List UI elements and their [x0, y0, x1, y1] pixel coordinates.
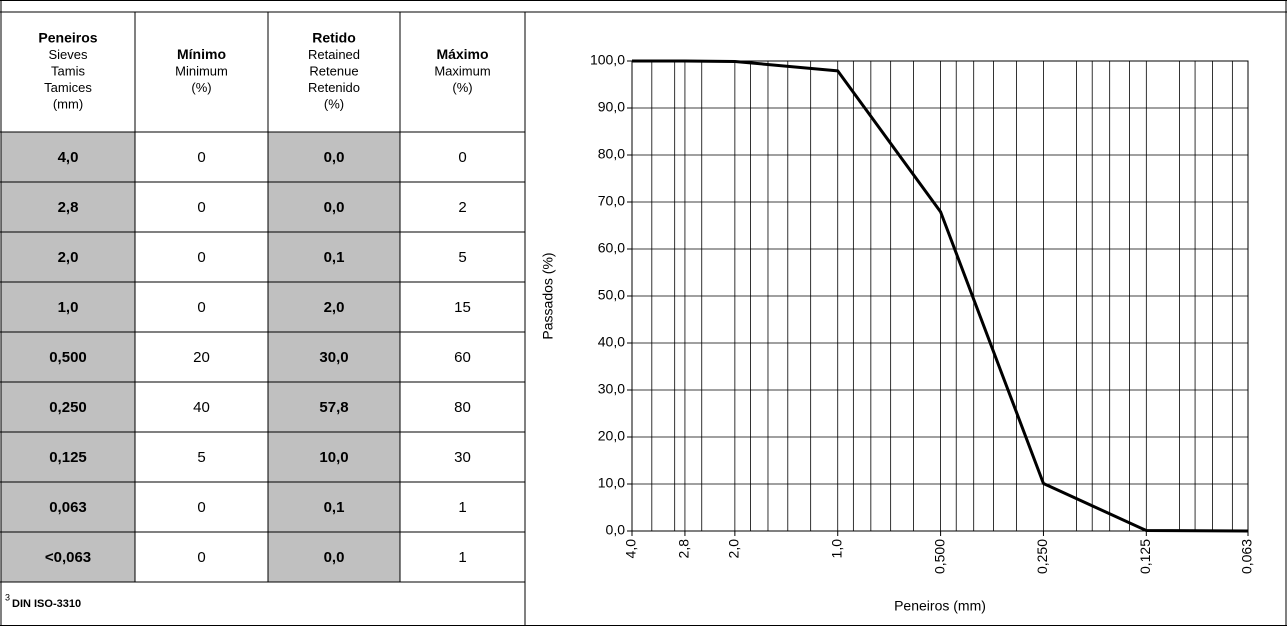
shaded-cell [268, 132, 400, 182]
y-tick-label: 70,0 [598, 193, 625, 209]
cell: <0,063 [45, 549, 91, 566]
header-subtitle: Retenue [309, 63, 358, 78]
shaded-cell [268, 332, 400, 382]
shaded-cell [1, 482, 135, 532]
header-subtitle: Tamices [44, 80, 92, 95]
cell: 0,063 [49, 499, 87, 516]
cell: 30,0 [319, 349, 348, 366]
header-subtitle: (%) [324, 96, 344, 111]
cell: 5 [197, 449, 205, 466]
x-tick-label: 0,500 [931, 539, 947, 574]
cell: 0 [197, 549, 205, 566]
y-tick-label: 50,0 [598, 287, 625, 303]
cell: 0 [197, 149, 205, 166]
cell: 1 [458, 549, 466, 566]
shaded-cell [268, 182, 400, 232]
header-title: Retido [312, 30, 356, 46]
shaded-cell [268, 382, 400, 432]
x-tick-label: 2,0 [726, 539, 742, 559]
x-tick-label: 1,0 [828, 539, 844, 559]
cell: 15 [454, 299, 471, 316]
y-tick-label: 80,0 [598, 146, 625, 162]
y-tick-label: 100,0 [590, 52, 625, 68]
cell: 30 [454, 449, 471, 466]
header-title: Peneiros [38, 30, 97, 46]
footnote-mark: 3 [5, 592, 10, 602]
cell: 40 [193, 399, 210, 416]
y-tick-label: 30,0 [598, 381, 625, 397]
shaded-cell [1, 282, 135, 332]
cell: 0,250 [49, 399, 87, 416]
shaded-cell [268, 282, 400, 332]
cell: 57,8 [319, 399, 348, 416]
header-title: Máximo [436, 46, 488, 62]
cell: 0,1 [324, 499, 345, 516]
x-tick-label: 4,0 [623, 539, 639, 559]
cell: 1 [458, 499, 466, 516]
shaded-cell [268, 482, 400, 532]
shaded-cell [1, 132, 135, 182]
y-tick-label: 0,0 [606, 522, 626, 538]
cell: 10,0 [319, 449, 348, 466]
cell: 0 [458, 149, 466, 166]
cell: 1,0 [58, 299, 79, 316]
shaded-cell [268, 232, 400, 282]
data-line [632, 59, 1249, 533]
header-title: Mínimo [177, 46, 226, 62]
shaded-cell [1, 232, 135, 282]
x-tick-label: 0,063 [1239, 539, 1255, 574]
shaded-cell [1, 532, 135, 582]
plot-frame [631, 60, 1249, 532]
cell: 5 [458, 249, 466, 266]
cell: 0,0 [324, 149, 345, 166]
y-tick-label: 10,0 [598, 475, 625, 491]
header-subtitle: (%) [191, 80, 211, 95]
cell: 80 [454, 399, 471, 416]
header-subtitle: Minimum [175, 63, 228, 78]
cell: 0 [197, 199, 205, 216]
cell: 0 [197, 299, 205, 316]
header-subtitle: (%) [452, 80, 472, 95]
shaded-cell [268, 532, 400, 582]
x-tick-label: 2,8 [676, 539, 692, 559]
header-subtitle: Maximum [434, 63, 490, 78]
cell: 0,0 [324, 199, 345, 216]
header-subtitle: Tamis [51, 63, 85, 78]
y-tick-label: 40,0 [598, 334, 625, 350]
shaded-cell [1, 182, 135, 232]
cell: 2,0 [324, 299, 345, 316]
y-tick-label: 20,0 [598, 428, 625, 444]
header-subtitle: Retenido [308, 80, 360, 95]
x-tick-label: 0,125 [1137, 539, 1153, 574]
cell: 4,0 [58, 149, 79, 166]
x-tick-label: 0,250 [1034, 539, 1050, 574]
y-axis-label: Passados (%) [540, 252, 556, 339]
cell: 0 [197, 249, 205, 266]
cell: 0 [197, 499, 205, 516]
header-subtitle: (mm) [53, 96, 83, 111]
cell: 2 [458, 199, 466, 216]
shaded-cell [1, 332, 135, 382]
header-subtitle: Retained [308, 47, 360, 62]
cell: 0,125 [49, 449, 87, 466]
cell: 20 [193, 349, 210, 366]
footnote: DIN ISO-3310 [12, 598, 81, 610]
shaded-cell [1, 382, 135, 432]
x-axis-label: Peneiros (mm) [894, 598, 986, 614]
header-subtitle: Sieves [48, 47, 88, 62]
cell: 0,0 [324, 549, 345, 566]
cell: 2,8 [58, 199, 79, 216]
y-tick-label: 60,0 [598, 240, 625, 256]
cell: 0,1 [324, 249, 345, 266]
cell: 60 [454, 349, 471, 366]
shaded-cell [268, 432, 400, 482]
y-tick-label: 90,0 [598, 99, 625, 115]
shaded-cell [1, 432, 135, 482]
cell: 2,0 [58, 249, 79, 266]
cell: 0,500 [49, 349, 87, 366]
